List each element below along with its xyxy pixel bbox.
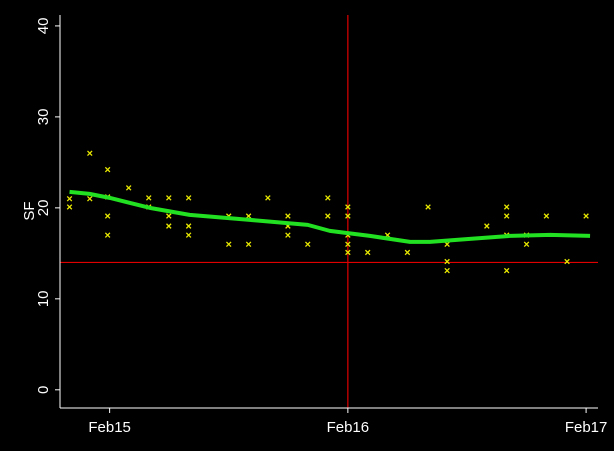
y-tick-label: 30 bbox=[35, 109, 52, 126]
data-point bbox=[325, 195, 331, 201]
data-point bbox=[543, 213, 550, 219]
data-point bbox=[325, 213, 331, 219]
data-point bbox=[484, 223, 490, 229]
x-tick-label: Feb17 bbox=[565, 419, 608, 436]
data-point bbox=[364, 249, 371, 256]
y-tick-label: 0 bbox=[35, 386, 52, 394]
data-point bbox=[125, 185, 132, 191]
data-point bbox=[245, 213, 252, 219]
data-point bbox=[285, 232, 291, 238]
data-point bbox=[87, 150, 93, 157]
data-point bbox=[345, 204, 351, 210]
data-point bbox=[503, 267, 510, 274]
data-point bbox=[185, 223, 192, 229]
data-point bbox=[444, 258, 450, 265]
data-point bbox=[166, 223, 172, 229]
data-point bbox=[185, 232, 192, 238]
data-point bbox=[444, 267, 450, 274]
data-point bbox=[66, 196, 73, 202]
data-point bbox=[404, 249, 411, 256]
data-point bbox=[503, 204, 510, 210]
data-point bbox=[503, 213, 510, 219]
data-point bbox=[185, 195, 192, 201]
data-point bbox=[87, 196, 93, 202]
x-tick-label: Feb15 bbox=[88, 419, 131, 436]
data-point bbox=[166, 213, 172, 219]
data-point bbox=[304, 241, 311, 248]
y-tick-label: 10 bbox=[35, 290, 52, 307]
data-point bbox=[583, 213, 589, 219]
smooth-line bbox=[69, 189, 591, 244]
x-tick-label: Feb16 bbox=[327, 419, 370, 436]
y-axis-label: SF bbox=[21, 201, 38, 220]
data-point bbox=[425, 204, 431, 210]
data-point bbox=[285, 213, 291, 219]
data-point bbox=[104, 166, 111, 173]
y-tick-label: 20 bbox=[35, 200, 52, 217]
data-point bbox=[225, 241, 232, 248]
data-point bbox=[245, 241, 252, 248]
data-point bbox=[166, 195, 172, 201]
data-point bbox=[564, 258, 570, 265]
data-point bbox=[104, 232, 111, 238]
data-point bbox=[145, 195, 152, 201]
data-point bbox=[265, 195, 271, 201]
y-tick-label: 40 bbox=[35, 18, 52, 35]
data-point bbox=[66, 204, 73, 210]
data-point bbox=[345, 249, 351, 256]
data-point bbox=[104, 213, 111, 219]
data-point bbox=[345, 241, 351, 248]
data-point bbox=[345, 213, 351, 219]
data-point bbox=[444, 241, 450, 248]
data-point bbox=[523, 241, 530, 248]
